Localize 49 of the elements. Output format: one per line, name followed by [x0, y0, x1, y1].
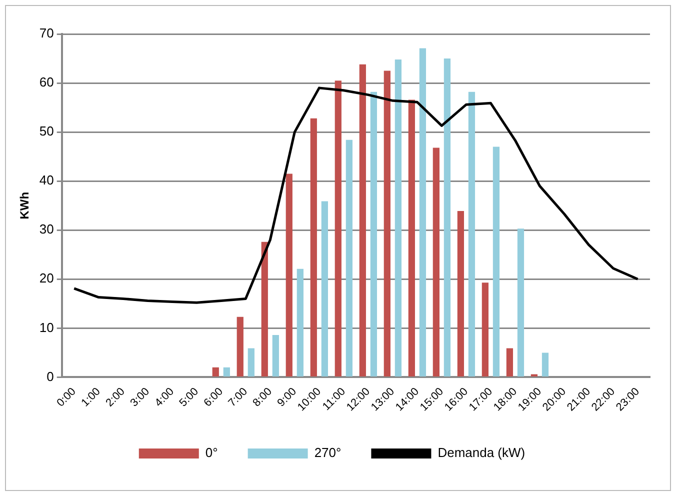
- bar: [542, 352, 549, 376]
- y-axis-title: KWh: [18, 192, 32, 220]
- bar: [346, 140, 352, 376]
- bar: [370, 92, 378, 376]
- y-tick-label: 0: [46, 368, 54, 384]
- x-tick-label: 7:00: [226, 386, 250, 410]
- bar: [248, 348, 254, 376]
- bar: [517, 228, 524, 376]
- y-tick-label: 60: [39, 74, 54, 90]
- x-tick-label: 2:00: [104, 386, 128, 410]
- bar: [468, 92, 476, 376]
- bar: [261, 242, 268, 376]
- bar: [212, 367, 219, 376]
- x-tick-label: 1:00: [79, 386, 103, 410]
- bar: [506, 348, 514, 376]
- bar: [384, 70, 390, 376]
- bar: [310, 118, 317, 376]
- x-tick-label: 0:00: [54, 386, 78, 410]
- bar: [482, 282, 489, 376]
- bar: [432, 148, 440, 376]
- legend-label: 0°: [205, 445, 218, 460]
- bar: [457, 210, 464, 376]
- bar: [394, 59, 402, 376]
- x-tick-label: 8:00: [250, 386, 274, 410]
- bar: [492, 146, 500, 376]
- x-tick-label: 5:00: [177, 386, 201, 410]
- y-tick-label: 50: [39, 124, 54, 139]
- bar: [272, 335, 279, 376]
- bar: [359, 64, 366, 376]
- bar: [444, 58, 451, 376]
- bar: [408, 100, 415, 376]
- y-tick-label: 40: [39, 172, 54, 188]
- y-tick-label: 10: [39, 320, 54, 335]
- legend-label: Demanda (kW): [438, 445, 526, 460]
- y-tick-label: 30: [39, 222, 54, 237]
- bar: [334, 80, 342, 376]
- bar: [296, 268, 304, 376]
- x-tick-label: 9:00: [275, 386, 299, 410]
- x-tick-label: 6:00: [202, 386, 226, 410]
- bar: [286, 174, 292, 376]
- bar: [223, 367, 230, 376]
- y-tick-label: 20: [39, 270, 54, 286]
- y-tick-label: 70: [39, 26, 54, 41]
- legend-label: 270°: [314, 445, 342, 460]
- bar: [321, 201, 328, 376]
- bar: [236, 316, 244, 376]
- bar: [419, 48, 426, 376]
- x-tick-label: 3:00: [128, 386, 152, 410]
- x-tick-label: 4:00: [152, 386, 176, 410]
